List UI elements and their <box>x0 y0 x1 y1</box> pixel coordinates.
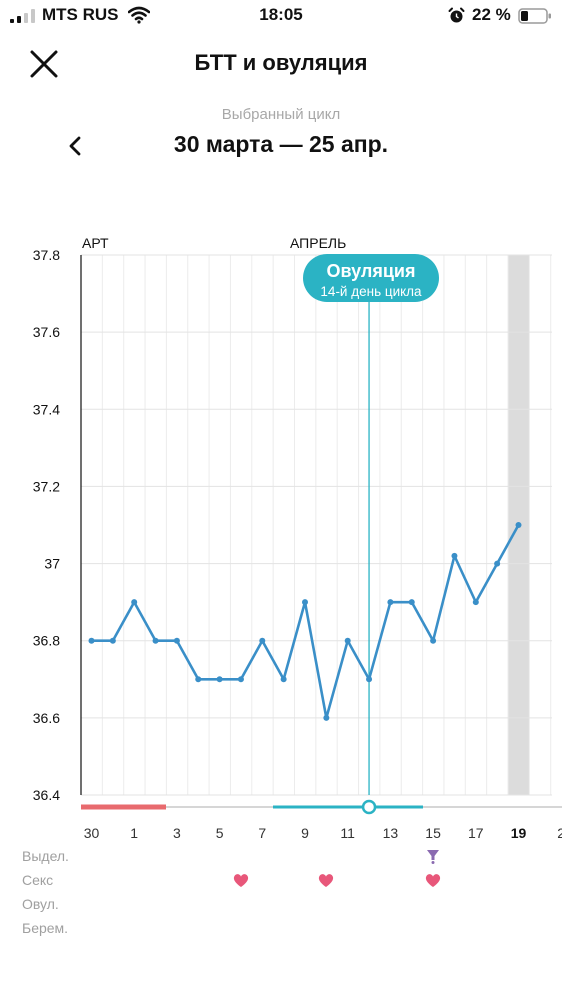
x-tick-label: 2 <box>557 825 562 841</box>
temperature-point <box>515 522 522 528</box>
temperature-point <box>195 676 202 683</box>
signal-icon <box>10 9 35 23</box>
y-tick-label: 37 <box>44 556 60 572</box>
previous-cycle-button[interactable] <box>60 128 90 164</box>
temperature-point <box>408 599 415 606</box>
battery-icon <box>518 8 551 24</box>
temperature-point <box>216 676 223 683</box>
chevron-left-icon <box>69 136 81 156</box>
temperature-point <box>152 637 159 644</box>
temperature-point <box>109 637 116 644</box>
discharge-icon[interactable] <box>424 847 442 865</box>
x-tick-label: 19 <box>511 825 527 841</box>
temperature-point <box>430 637 437 644</box>
row-label: Секс <box>22 872 54 888</box>
temperature-point <box>237 676 244 683</box>
x-tick-label: 5 <box>216 825 224 841</box>
y-tick-label: 36.4 <box>33 787 60 803</box>
temperature-point <box>88 637 95 644</box>
x-tick-label: 3 <box>173 825 181 841</box>
page-title: БТТ и овуляция <box>194 50 368 75</box>
row-label: Берем. <box>22 920 69 936</box>
status-time: 18:05 <box>259 5 303 24</box>
temperature-point <box>387 599 394 606</box>
heart-icon[interactable] <box>424 871 442 889</box>
x-tick-label: 15 <box>425 825 441 841</box>
battery-percent: 22 % <box>472 5 511 24</box>
row-label: Овул. <box>22 896 59 912</box>
row-label: Выдел. <box>22 848 69 864</box>
x-tick-label: 30 <box>84 825 100 841</box>
x-tick-label: 7 <box>258 825 266 841</box>
cycle-caption: Выбранный цикл <box>221 106 341 123</box>
alarm-icon <box>448 7 465 23</box>
temperature-point <box>494 560 501 567</box>
temperature-point <box>280 676 287 683</box>
ovulation-title: Овуляция <box>327 261 416 281</box>
y-tick-label: 37.8 <box>33 247 60 263</box>
temperature-point <box>451 552 458 559</box>
x-tick-label: 13 <box>383 825 399 841</box>
temperature-point <box>366 676 373 683</box>
heart-icon[interactable] <box>317 871 335 889</box>
temperature-point <box>259 637 266 644</box>
month-label: АРТ <box>82 235 109 251</box>
y-tick-label: 36.8 <box>33 633 60 649</box>
status-bar: MTS RUS 18:05 22 % <box>0 0 562 32</box>
wifi-icon <box>128 6 150 24</box>
close-button[interactable] <box>24 44 64 84</box>
temperature-point <box>472 599 479 606</box>
x-tick-label: 17 <box>468 825 484 841</box>
x-tick-label: 9 <box>301 825 309 841</box>
y-tick-label: 37.4 <box>33 401 60 417</box>
cycle-range: 30 марта — 25 апр. <box>173 131 389 157</box>
temperature-point <box>173 637 180 644</box>
x-tick-label: 1 <box>130 825 138 841</box>
y-tick-label: 37.2 <box>33 478 60 494</box>
y-tick-label: 37.6 <box>33 324 60 340</box>
temperature-point <box>323 714 330 721</box>
x-tick-label: 11 <box>340 825 355 841</box>
temperature-point <box>302 599 308 606</box>
ovulation-badge <box>303 254 439 302</box>
temperature-point <box>131 599 138 606</box>
temperature-point <box>344 637 351 644</box>
ovulation-subtitle: 14-й день цикла <box>320 284 422 299</box>
month-label: АПРЕЛЬ <box>290 235 346 251</box>
ovulation-marker <box>361 799 377 815</box>
heart-icon[interactable] <box>232 871 250 889</box>
close-icon <box>30 50 58 78</box>
carrier-name: MTS RUS <box>42 5 119 24</box>
y-tick-label: 36.6 <box>33 710 60 726</box>
